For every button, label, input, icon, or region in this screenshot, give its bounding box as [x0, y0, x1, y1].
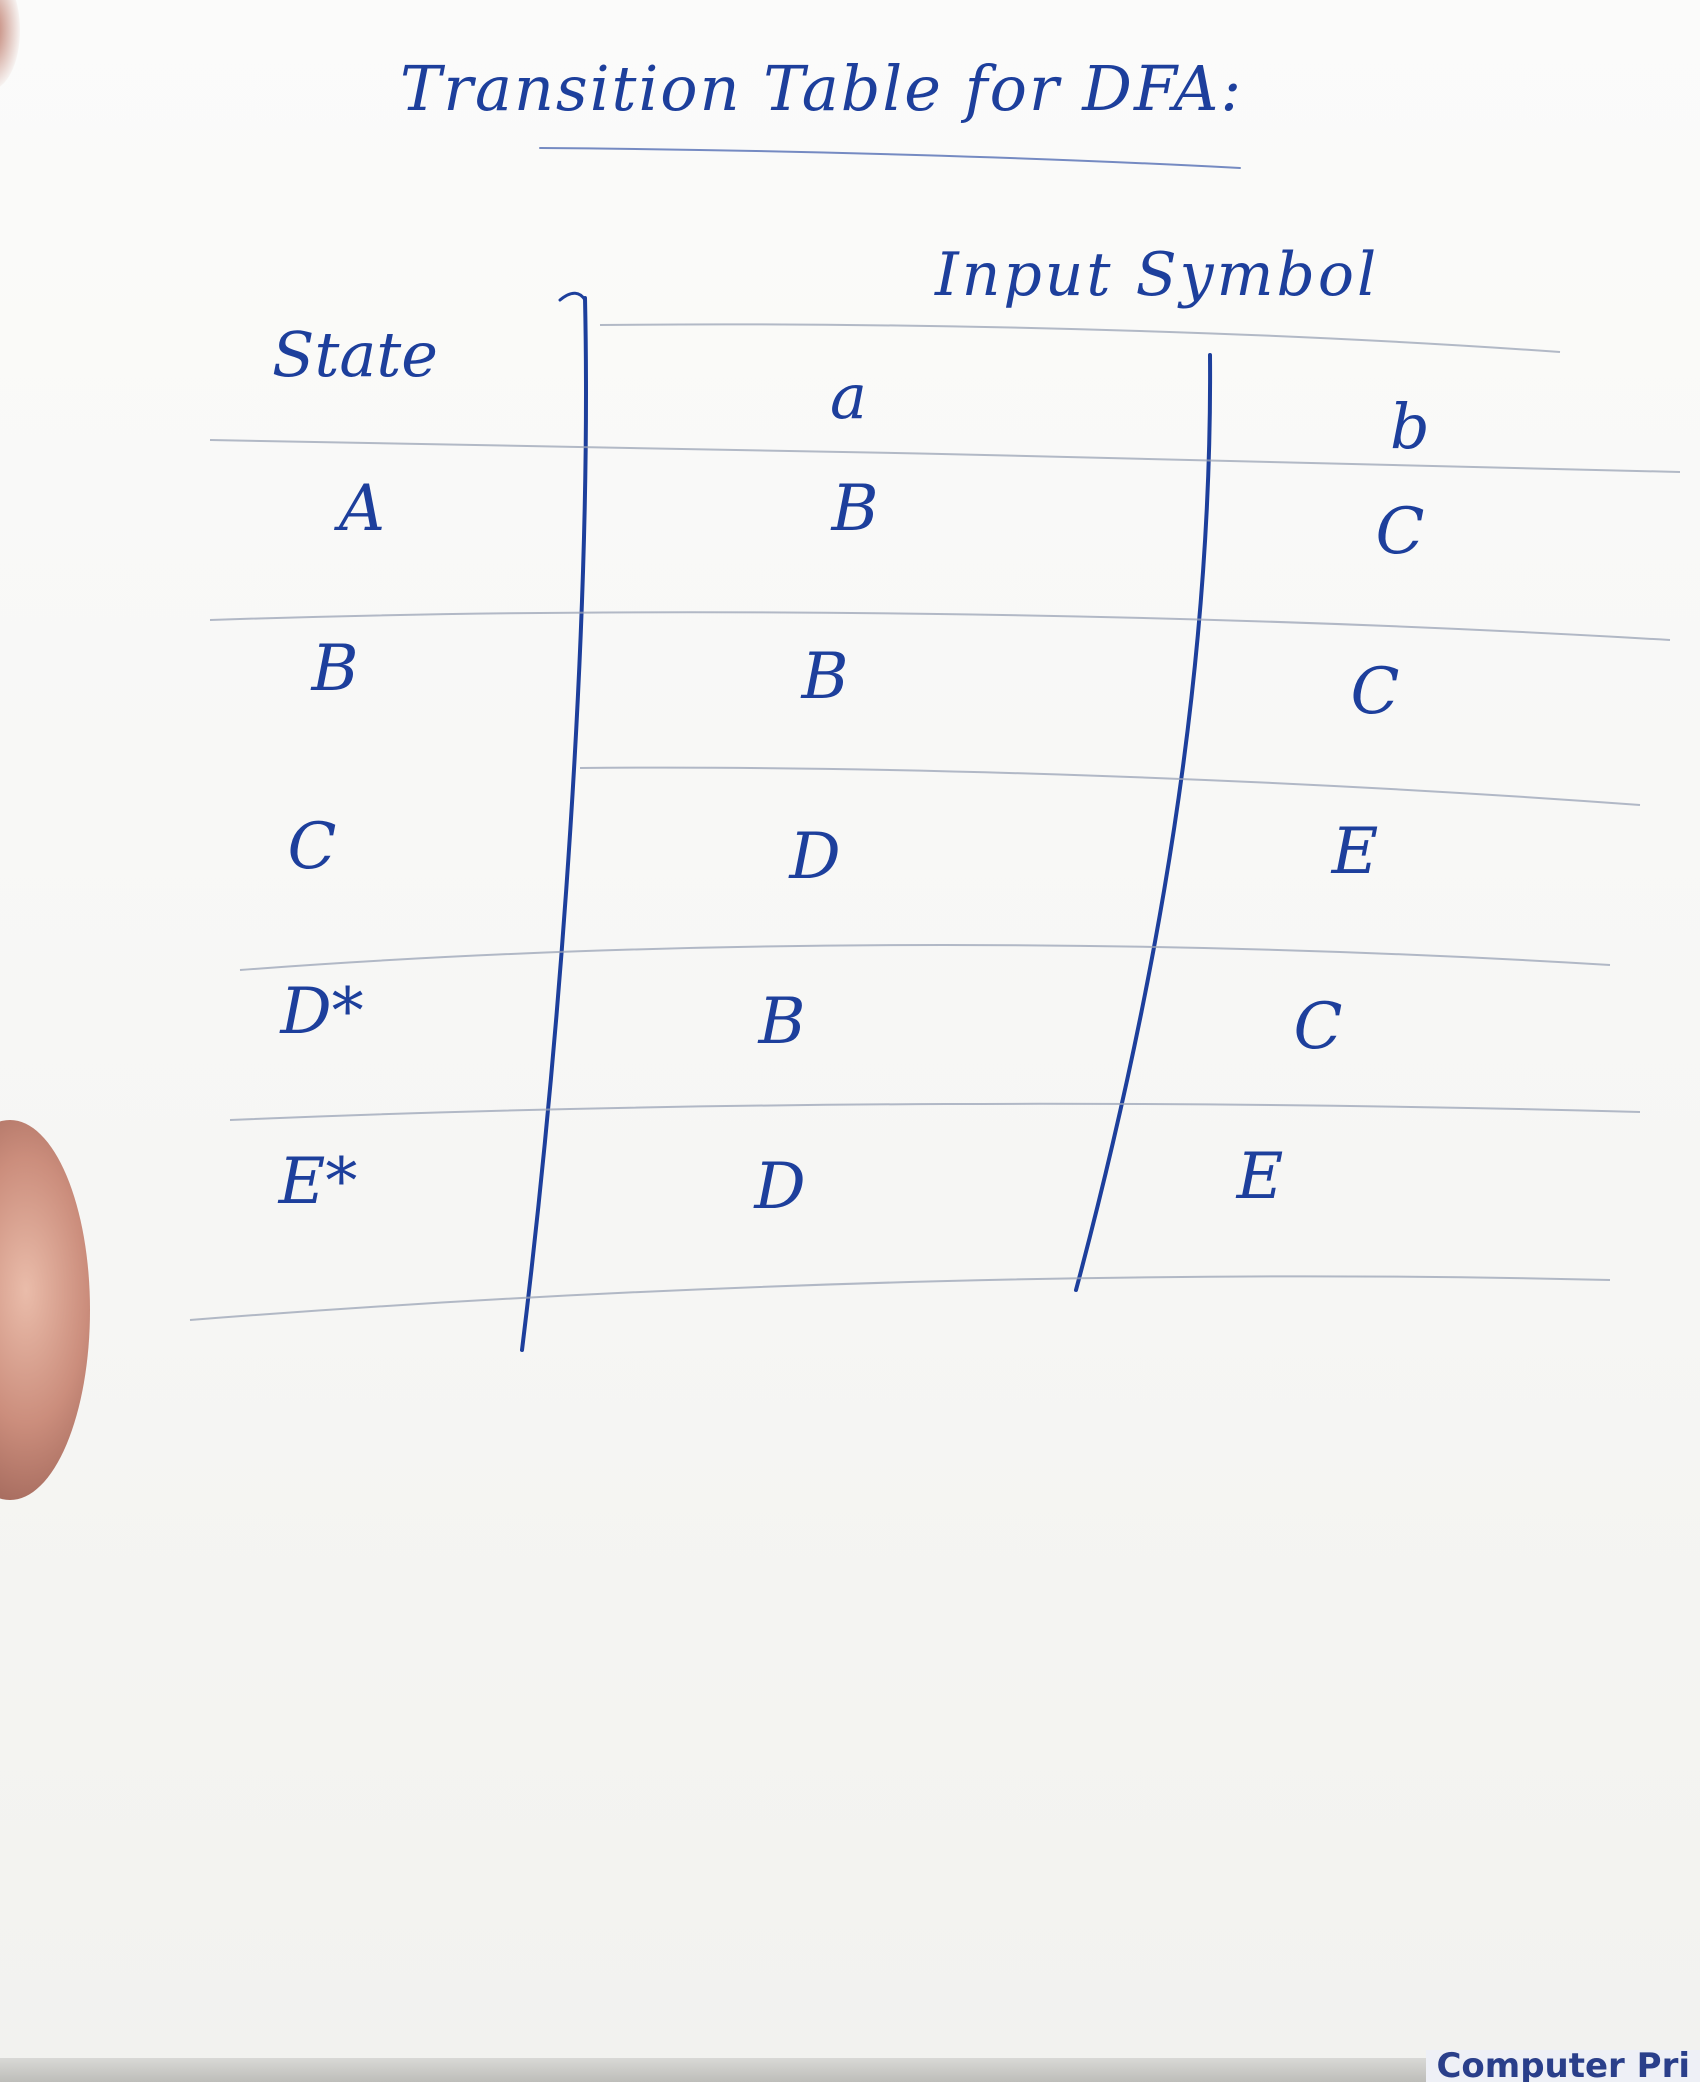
row-line-1: [209, 611, 1671, 641]
input-symbol-header: Input Symbol: [935, 240, 1380, 310]
row-1-a: B: [831, 472, 879, 546]
row-line-3: [239, 944, 1611, 971]
symbol-b-header: b: [1390, 390, 1430, 463]
page-bottom-edge: [0, 2058, 1700, 2082]
row-3-b: E: [1331, 815, 1379, 889]
row-2-a: B: [801, 640, 849, 714]
state-divider-hook: [558, 291, 587, 302]
row-2-state: B: [311, 632, 359, 706]
row-line-4: [229, 1102, 1641, 1121]
row-1-state: A: [338, 472, 386, 546]
state-column-divider: [520, 296, 588, 1352]
row-3-a: D: [789, 820, 841, 894]
row-2-b: C: [1350, 655, 1400, 729]
row-line-top: [599, 323, 1561, 353]
bottom-print-text: Computer Pri: [1426, 2050, 1700, 2082]
row-5-a: D: [754, 1150, 806, 1224]
page-title: Transition Table for DFA:: [400, 52, 1244, 125]
row-5-state: E*: [278, 1145, 358, 1219]
row-1-b: C: [1375, 495, 1425, 569]
state-header: State: [272, 318, 438, 391]
row-3-state: C: [287, 810, 337, 884]
row-line-2: [579, 766, 1641, 806]
row-5-b: E: [1236, 1140, 1284, 1214]
symbol-a-header: a: [830, 360, 867, 433]
title-underline: [539, 147, 1241, 169]
row-4-b: C: [1293, 990, 1343, 1064]
row-4-a: B: [758, 985, 806, 1059]
row-4-state: D*: [280, 975, 364, 1049]
symbol-column-divider: [1074, 353, 1213, 1292]
row-line-header: [209, 439, 1681, 473]
row-line-bottom: [189, 1275, 1611, 1321]
